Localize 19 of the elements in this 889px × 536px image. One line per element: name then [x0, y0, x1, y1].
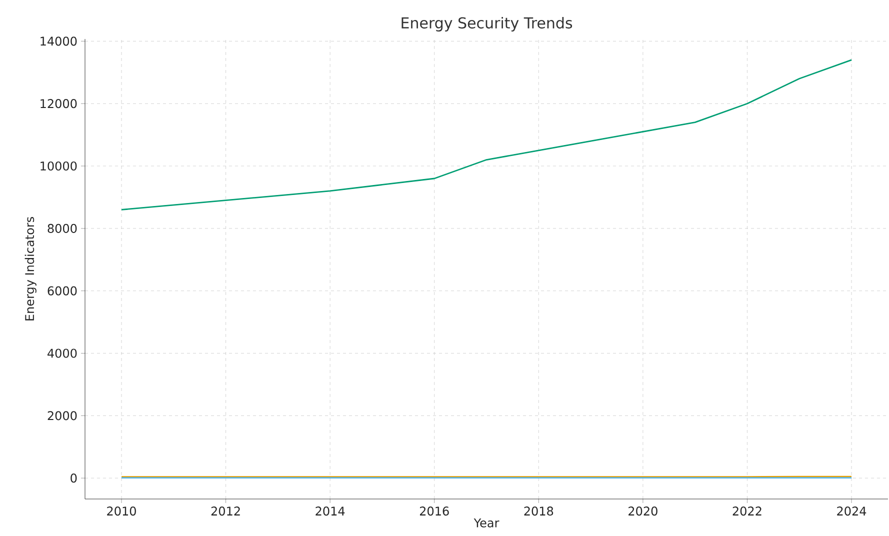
y-tick-label: 8000	[48, 224, 77, 233]
x-tick-label: 2014	[316, 506, 345, 516]
x-tick-label: 2022	[732, 506, 762, 516]
x-tick-label: 2024	[837, 506, 866, 516]
x-tick-label: 2016	[420, 506, 449, 516]
chart-title: Energy Security Trends	[402, 16, 572, 32]
y-tick-label: 14000	[40, 36, 77, 46]
x-axis-title: Year	[474, 518, 500, 528]
x-tick-label: 2020	[628, 506, 658, 516]
y-tick-label: 6000	[48, 286, 77, 296]
y-tick-label: 0	[70, 474, 77, 483]
y-axis-title: Energy Indicators	[24, 217, 36, 320]
x-tick-label: 2010	[107, 506, 136, 516]
y-tick-label: 12000	[40, 99, 77, 108]
x-tick-label: 2012	[211, 506, 240, 516]
y-tick-label: 10000	[40, 161, 77, 171]
y-tick-label: 2000	[48, 411, 77, 420]
x-tick-label: 2018	[524, 506, 554, 516]
y-tick-label: 4000	[48, 348, 77, 358]
